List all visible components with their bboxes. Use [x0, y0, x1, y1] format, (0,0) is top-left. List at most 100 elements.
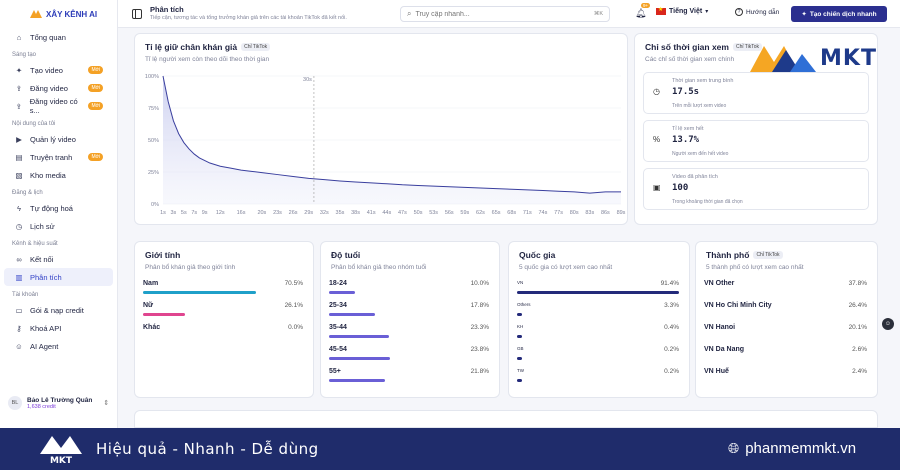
quick-search[interactable]: ⌕ ⌘K [400, 6, 610, 22]
vietnam-flag-icon [656, 6, 666, 15]
age-bar-track [329, 379, 489, 382]
sidebar-item-bolt[interactable]: ϟ Tự động hoá [4, 199, 113, 217]
sidebar-item-bot[interactable]: ☺ AI Agent [4, 337, 113, 355]
notification-button[interactable]: 🔔︎ 9+ [635, 3, 651, 19]
sidebar-item-key[interactable]: ⚷ Khoá API [4, 319, 113, 337]
sidebar-item-clock[interactable]: ◷ Lịch sử [4, 217, 113, 235]
x-tick-label: 38s [351, 210, 360, 216]
website-link[interactable]: 🌐︎ phanmemmkt.vn [728, 440, 856, 457]
sidebar-item-label: Gói & nạp credit [30, 305, 84, 315]
retention-card: Tỉ lệ giữ chân khán giả Chỉ TikTok Tỉ lệ… [134, 33, 628, 225]
x-tick-label: 74s [538, 210, 547, 216]
country-percent: 3.3% [664, 302, 679, 309]
gender-bar [143, 291, 256, 294]
watch-time-title: Chỉ số thời gian xem [645, 42, 729, 52]
sidebar-item-card[interactable]: ▭ Gói & nạp credit [4, 301, 113, 319]
age-label: 18-24 [329, 280, 347, 287]
clock-icon: ◷ [15, 221, 23, 231]
country-card: Quốc gia 5 quốc gia có lượt xem cao nhất… [508, 241, 690, 398]
website-label: phanmemmkt.vn [745, 440, 857, 457]
user-profile[interactable]: BL Bảo Lê Trường Quân 1,638 credit ⇕ [8, 396, 109, 410]
gender-rows: Nam 70.5% Nữ 26.1% Khác 0.0% [143, 280, 303, 346]
country-row: VN 91.4% [517, 280, 679, 302]
gender-percent: 26.1% [284, 302, 303, 309]
user-credits: 1,638 credit [27, 403, 56, 410]
sidebar-item-book[interactable]: ▤ Truyện tranh Mới [4, 148, 113, 166]
age-card: Độ tuổi Phân bổ khán giả theo nhóm tuổi … [320, 241, 500, 398]
sparkle-icon: ✦ [801, 11, 807, 18]
mkt-watermark-text: MKT [820, 45, 877, 71]
age-percent: 17.8% [470, 302, 489, 309]
chat-bot-icon[interactable]: ☺ [882, 318, 894, 330]
country-subtitle: 5 quốc gia có lượt xem cao nhất [519, 264, 613, 271]
city-label: VN Hanoi [704, 324, 736, 331]
age-bar-track [329, 291, 489, 294]
sidebar-item-video[interactable]: ▶ Quản lý video [4, 130, 113, 148]
sidebar-item-link[interactable]: ∞ Kết nối [4, 250, 113, 268]
x-tick-label: 68s [507, 210, 516, 216]
x-tick-label: 47s [398, 210, 407, 216]
country-percent: 91.4% [660, 280, 679, 287]
brand-name: XÂY KÊNH AI [46, 9, 98, 19]
country-bar [517, 313, 522, 316]
metric-value: 17.5s [672, 87, 700, 97]
metric-label: Thời gian xem trung bình [672, 78, 734, 84]
sidebar-item-home[interactable]: ⌂ Tổng quan [4, 28, 113, 46]
retention-subtitle: Tỉ lệ người xem còn theo dõi theo thời g… [145, 56, 270, 63]
x-tick-label: 50s [414, 210, 423, 216]
x-tick-label: 1s [160, 210, 166, 216]
country-bar [517, 379, 522, 382]
x-tick-label: 9s [202, 210, 208, 216]
country-percent: 0.4% [664, 324, 679, 331]
gender-row: Nữ 26.1% [143, 302, 303, 324]
brand-logo[interactable]: XÂY KÊNH AI [0, 0, 117, 28]
language-selector[interactable]: Tiếng Việt ▾ [656, 6, 708, 15]
new-badge: Mới [88, 102, 103, 110]
quick-campaign-button[interactable]: ✦ Tạo chiến dịch nhanh [791, 6, 887, 22]
city-row: VN Ho Chi Minh City 26.4% [704, 302, 867, 324]
metric-desc: Trên mỗi lượt xem video [672, 103, 727, 109]
sidebar-item-sparkle[interactable]: ✦ Tạo video Mới [4, 61, 113, 79]
y-tick-label: 25% [148, 170, 159, 176]
age-percent: 21.8% [470, 368, 489, 375]
brand-mark-icon [30, 10, 42, 18]
image-icon: ▧ [15, 170, 23, 180]
quick-campaign-label: Tạo chiến dịch nhanh [809, 10, 877, 18]
sidebar-item-upload[interactable]: ⇪ Đăng video Mới [4, 79, 113, 97]
x-tick-label: 62s [476, 210, 485, 216]
sidebar-item-image[interactable]: ▧ Kho media [4, 166, 113, 184]
sparkle-icon: ✦ [15, 65, 23, 75]
sidebar-item-chart[interactable]: ▥ Phân tích [4, 268, 113, 286]
search-input[interactable] [415, 10, 594, 18]
language-label: Tiếng Việt [669, 8, 703, 15]
city-title: Thành phố [706, 250, 750, 260]
nav-section-title: Đăng & lịch [12, 190, 43, 196]
x-tick-label: 5s [181, 210, 187, 216]
metric-label: Video đã phân tích [672, 174, 718, 180]
x-tick-label: 7s [191, 210, 197, 216]
city-percent: 2.6% [852, 346, 867, 353]
sidebar-item-upload[interactable]: ⇪ Đăng video có s... Mới [4, 97, 113, 115]
sidebar: XÂY KÊNH AI ⌂ Tổng quan Sáng tạo ✦ Tạo video… [0, 0, 118, 428]
gender-bar-track [143, 291, 303, 294]
x-tick-label: 59s [460, 210, 469, 216]
chevron-updown-icon[interactable]: ⇕ [103, 400, 110, 407]
age-bar-track [329, 313, 489, 316]
gender-subtitle: Phân bổ khán giả theo giới tính [145, 264, 236, 271]
watch-time-subtitle: Các chỉ số thời gian xem chính [645, 56, 735, 63]
link-icon: ∞ [16, 254, 22, 264]
country-rows: VN 91.4% Others 3.3% KH 0.4% GB 0.2% TW 0.2% [517, 280, 679, 390]
card-icon: ▭ [15, 305, 23, 315]
tiktok-only-chip: Chỉ TikTok [241, 43, 271, 51]
new-badge: Mới [88, 153, 103, 161]
sidebar-item-label: Tổng quan [30, 32, 66, 42]
country-label: GB [517, 346, 524, 351]
x-tick-label: 12s [216, 210, 225, 216]
guide-button[interactable]: ? Hướng dẫn [735, 8, 779, 16]
sidebar-toggle-icon[interactable] [132, 9, 142, 19]
y-tick-label: 50% [148, 138, 159, 144]
chart-icon: ▥ [15, 272, 23, 282]
country-percent: 0.2% [664, 368, 679, 375]
percent-icon: % [653, 135, 661, 144]
city-card: Thành phố Chỉ TikTok 5 thành phố có lượt… [695, 241, 878, 398]
